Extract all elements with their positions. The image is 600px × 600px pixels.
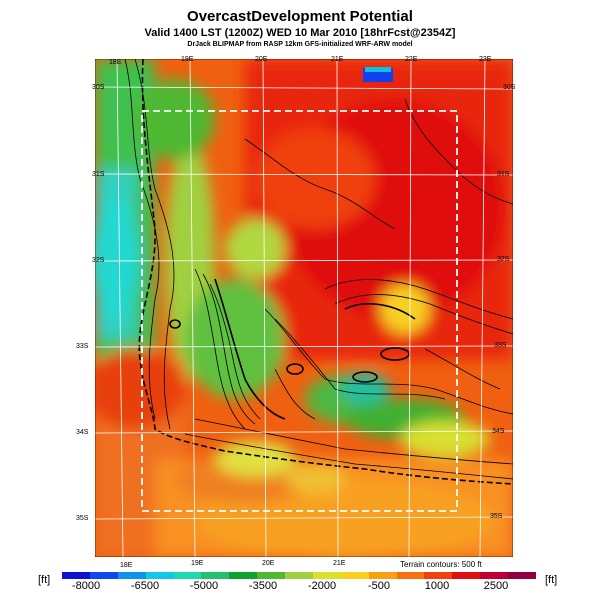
lon-label-top: 20E bbox=[255, 56, 268, 63]
lon-label-bottom: 20E bbox=[262, 560, 275, 567]
colorbar-swatch bbox=[229, 572, 258, 579]
overcast-potential-map bbox=[95, 59, 513, 557]
lon-label-top: 19E bbox=[181, 56, 194, 63]
colorbar-label: -5000 bbox=[189, 580, 219, 592]
colorbar-label: 2500 bbox=[483, 580, 509, 592]
model-credit: DrJack BLIPMAP from RASP 12km GFS-initia… bbox=[187, 41, 413, 48]
colorbar-unit-left: [ft] bbox=[38, 574, 51, 586]
lat-label-left: 30S bbox=[92, 84, 105, 91]
terrain-contour-note: Terrain contours: 500 ft bbox=[400, 560, 482, 569]
terrain-contours bbox=[124, 59, 513, 480]
lat-label-left: 32S bbox=[92, 257, 105, 264]
colorbar-label: -8000 bbox=[71, 580, 101, 592]
valid-time-subtitle: Valid 1400 LST (1200Z) WED 10 Mar 2010 [… bbox=[144, 27, 456, 39]
colorbar-swatch bbox=[452, 572, 481, 579]
colorbar-swatch bbox=[424, 572, 453, 579]
colorbar-swatch bbox=[89, 572, 119, 579]
lon-label-top: 23E bbox=[479, 56, 492, 63]
lat-label-left: 31S bbox=[92, 171, 105, 178]
colorbar-label: 1000 bbox=[424, 580, 450, 592]
colorbar-swatch bbox=[508, 572, 537, 579]
lon-label-top: 22E bbox=[405, 56, 418, 63]
colorbar-label: -3500 bbox=[248, 580, 278, 592]
lon-label-top: 18E bbox=[109, 59, 122, 66]
lat-label-right: 31S bbox=[497, 171, 510, 178]
colorbar-swatch bbox=[340, 572, 370, 579]
colorbar-swatch bbox=[173, 572, 202, 579]
colorbar-swatch bbox=[257, 572, 286, 579]
colorbar-unit-right: [ft] bbox=[545, 574, 558, 586]
inner-domain-box bbox=[141, 110, 458, 512]
colorbar-swatch bbox=[285, 572, 314, 579]
colorbar-swatch bbox=[480, 572, 509, 579]
colorbar-swatch bbox=[201, 572, 230, 579]
map-title: OvercastDevelopment Potential bbox=[187, 8, 413, 25]
lon-label-top: 21E bbox=[331, 56, 344, 63]
colorbar-swatch bbox=[145, 572, 175, 579]
lat-label-right: 34S bbox=[492, 428, 505, 435]
lon-label-bottom: 18E bbox=[120, 562, 133, 569]
lat-label-left: 34S bbox=[76, 429, 89, 436]
colorbar-swatch bbox=[368, 572, 398, 579]
lat-label-left: 33S bbox=[76, 343, 89, 350]
colorbar-label: -500 bbox=[367, 580, 391, 592]
colorbar-label: -2000 bbox=[307, 580, 337, 592]
lat-lon-grid bbox=[95, 59, 513, 557]
lon-label-bottom: 21E bbox=[333, 560, 346, 567]
lat-label-right: 32S bbox=[497, 256, 510, 263]
colorbar-swatch bbox=[312, 572, 342, 579]
colorbar bbox=[62, 572, 537, 579]
colorbar-swatch bbox=[62, 572, 91, 579]
lat-label-right: 30S bbox=[503, 84, 516, 91]
colorbar-label: -6500 bbox=[130, 580, 160, 592]
coastline bbox=[138, 59, 513, 485]
colorbar-swatch bbox=[117, 572, 147, 579]
lat-label-right: 35S bbox=[490, 513, 503, 520]
colorbar-swatch bbox=[396, 572, 425, 579]
lat-label-left: 35S bbox=[76, 515, 89, 522]
lat-label-right: 33S bbox=[494, 342, 507, 349]
lon-label-bottom: 19E bbox=[191, 560, 204, 567]
